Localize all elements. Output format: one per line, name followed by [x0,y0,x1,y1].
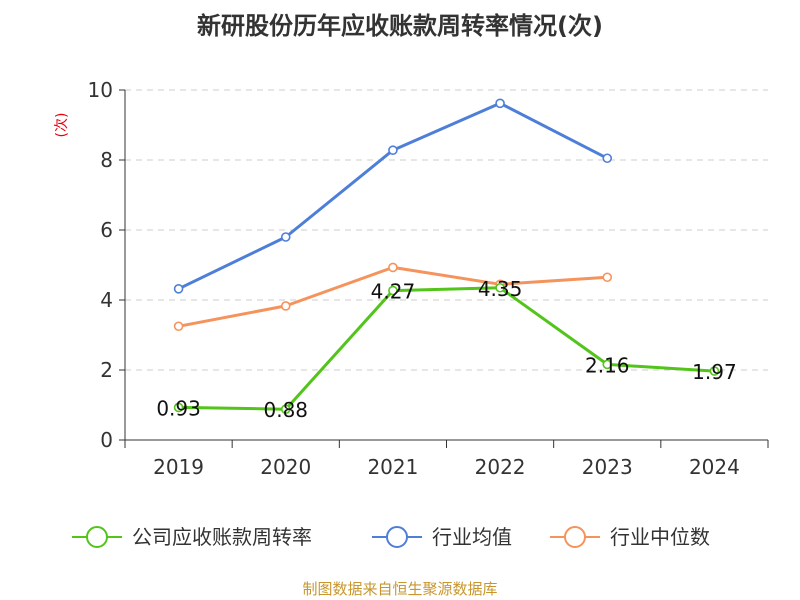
y-tick-label: 2 [100,358,113,382]
legend-label: 行业中位数 [610,525,710,549]
x-tick-label: 2021 [367,455,418,479]
series-line [177,101,609,291]
data-point [602,272,613,283]
data-label: 0.93 [156,396,201,420]
axes: 0 2 4 6 8 10 2019 2020 2021 2022 2023 2024 [88,78,769,479]
data-label: 2.16 [585,353,630,377]
y-tick-label: 10 [88,78,113,102]
data-point [602,359,613,370]
series-group [173,98,720,415]
chart-title: 新研股份历年应收账款周转率情况(次) [197,12,603,40]
data-labels: 0.93 0.88 4.27 4.35 2.16 1.97 [156,277,736,422]
y-tick-label: 6 [100,218,113,242]
data-point [388,145,398,155]
y-tick-label: 0 [100,428,113,452]
x-tick-label: 2020 [260,455,311,479]
legend-label: 行业均值 [432,525,512,549]
data-point [388,262,398,273]
data-point [709,366,720,376]
data-point [280,232,291,242]
data-point [280,404,291,415]
data-point [173,321,184,332]
data-point [173,283,184,294]
grid-lines [125,89,768,371]
x-tick-label: 2023 [582,455,633,479]
source-footer: 制图数据来自恒生聚源数据库 [302,580,497,598]
data-label: 0.88 [263,398,308,422]
data-label: 4.27 [371,280,416,304]
data-point [280,301,291,311]
legend-swatch-marker [86,526,108,548]
y-tick-label: 4 [100,288,113,312]
data-label: 4.35 [478,277,523,301]
series-line [177,286,716,411]
legend-swatch-marker [564,526,586,548]
legend-label: 公司应收账款周转率 [132,525,312,549]
data-point [602,153,613,164]
data-point [388,285,398,296]
data-point [495,98,505,109]
legend: 公司应收账款周转率 行业均值 行业中位数 [72,525,710,549]
data-point [495,282,505,293]
legend-swatch-marker [386,526,408,548]
y-axis-label: (次) [54,113,70,138]
x-tick-label: 2019 [153,455,204,479]
y-tick-label: 8 [100,148,113,172]
data-label: 1.97 [692,360,737,384]
x-tick-label: 2022 [475,455,526,479]
data-point [173,402,184,413]
x-tick-label: 2024 [689,455,740,479]
